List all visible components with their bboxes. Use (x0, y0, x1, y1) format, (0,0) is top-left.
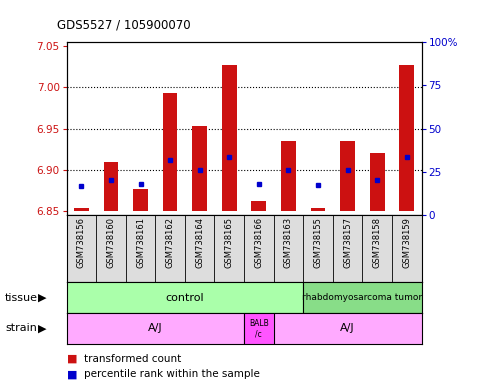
Text: GSM738164: GSM738164 (195, 217, 204, 268)
Bar (133, 189, 148, 211)
Text: A/J: A/J (340, 323, 355, 333)
Text: BALB
/c: BALB /c (249, 319, 269, 338)
Text: GSM738165: GSM738165 (225, 217, 234, 268)
Bar (251, 201, 266, 211)
Text: GSM738162: GSM738162 (166, 217, 175, 268)
Bar (74, 209, 89, 211)
Text: ■: ■ (67, 354, 77, 364)
Bar (311, 209, 325, 211)
Text: strain: strain (5, 323, 37, 333)
Text: ▶: ▶ (37, 293, 46, 303)
Text: control: control (166, 293, 204, 303)
Text: GSM738155: GSM738155 (314, 217, 322, 268)
Bar (340, 141, 355, 211)
Text: GSM738156: GSM738156 (77, 217, 86, 268)
Bar (399, 65, 414, 211)
Bar (370, 152, 385, 211)
Text: GDS5527 / 105900070: GDS5527 / 105900070 (57, 18, 190, 31)
Text: GSM738160: GSM738160 (106, 217, 115, 268)
Text: A/J: A/J (148, 323, 163, 333)
Text: ■: ■ (67, 369, 77, 379)
Text: ▶: ▶ (37, 323, 46, 333)
Text: transformed count: transformed count (84, 354, 181, 364)
Text: GSM738163: GSM738163 (284, 217, 293, 268)
Text: tissue: tissue (5, 293, 38, 303)
Bar (222, 65, 237, 211)
Text: GSM738158: GSM738158 (373, 217, 382, 268)
Text: percentile rank within the sample: percentile rank within the sample (84, 369, 260, 379)
Bar (281, 141, 296, 211)
Text: GSM738157: GSM738157 (343, 217, 352, 268)
Bar (104, 162, 118, 211)
Bar (192, 126, 207, 211)
Bar (163, 93, 177, 211)
Text: GSM738161: GSM738161 (136, 217, 145, 268)
Text: GSM738159: GSM738159 (402, 217, 411, 268)
Text: rhabdomyosarcoma tumor: rhabdomyosarcoma tumor (302, 293, 423, 302)
Text: GSM738166: GSM738166 (254, 217, 263, 268)
